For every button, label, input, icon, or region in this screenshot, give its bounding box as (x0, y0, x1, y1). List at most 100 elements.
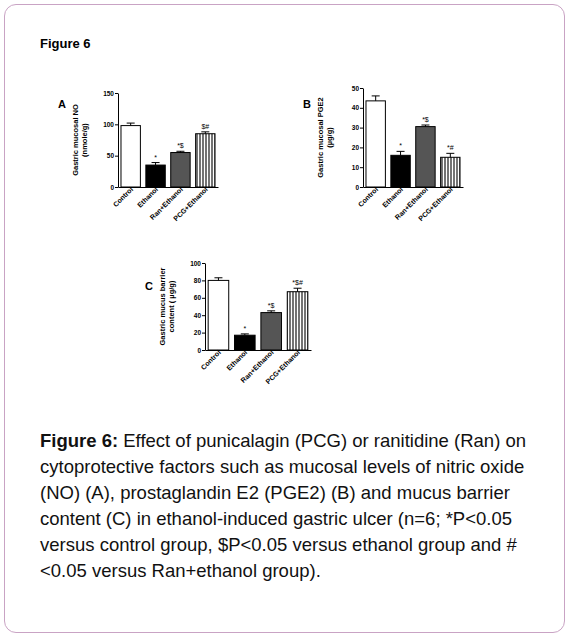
annotation: * (399, 142, 402, 149)
y-tick: 80 (194, 277, 205, 284)
annotation: * (243, 325, 246, 332)
panel-label: C (145, 280, 153, 292)
error-bar (294, 288, 302, 291)
y-tick: 40 (194, 312, 205, 319)
tick-label: Ethanol (225, 349, 248, 372)
y-axis: 0 50 100 150 (103, 90, 118, 191)
y-tick: 60 (194, 294, 205, 301)
tick-label: 50 (107, 152, 115, 159)
caption: Figure 6: Effect of punicalagin (PCG) or… (40, 428, 540, 584)
bar (235, 335, 256, 350)
y-tick: 40 (352, 104, 363, 111)
tick-label: 40 (194, 312, 202, 319)
x-axis: ControlEthanolRan+EthanolPCG+Ethanol (357, 186, 464, 223)
bar (391, 155, 410, 187)
y-tick: 20 (194, 329, 205, 336)
tick-label: 150 (103, 90, 114, 97)
annotation: *$ (422, 116, 429, 123)
tick-mark (202, 280, 205, 281)
error-bar (214, 278, 222, 281)
tick-mark (360, 88, 363, 89)
tick-mark (202, 298, 205, 299)
tick-label: Control (199, 349, 222, 372)
tick-mark (360, 147, 363, 148)
error-bar (152, 163, 160, 166)
tick-label: Control (112, 186, 135, 209)
tick-mark (115, 124, 118, 125)
x-tick: Control (357, 186, 380, 209)
caption-label: Figure 6: (40, 430, 118, 451)
tick-label: 60 (194, 294, 202, 301)
tick-label: 20 (352, 144, 360, 151)
bar (196, 134, 215, 187)
y-axis-title-line: Gastric mucosal NO (71, 104, 80, 176)
annotation: *$# (292, 279, 303, 286)
y-axis-title-line: content ( µg/g) (167, 280, 176, 332)
bar (121, 126, 140, 187)
tick-label: 50 (352, 85, 360, 92)
charts: **$$#050100150ControlEthanolRan+EthanolP… (0, 0, 571, 420)
x-tick: PCG+Ethanol (172, 186, 209, 223)
y-axis: 0 10 20 30 40 50 (352, 85, 364, 191)
tick-mark (360, 187, 363, 188)
y-axis-title: Gastric mucosal PGE2(µg/g) (316, 97, 334, 177)
plot-area (208, 278, 308, 350)
x-tick: Ethanol (225, 349, 248, 372)
tick-mark (202, 350, 205, 351)
panel-label: A (58, 98, 66, 110)
y-tick: 30 (352, 124, 363, 131)
error-bar (372, 96, 380, 101)
x-tick: Ethanol (136, 186, 159, 209)
caption-text: Effect of punicalagin (PCG) or ranitidin… (40, 430, 526, 581)
tick-label: PCG+Ethanol (172, 186, 209, 223)
y-axis-line (363, 89, 364, 188)
y-axis-line (118, 94, 119, 188)
y-axis-title: Gastric mucosal NO(nmole/g) (71, 104, 89, 176)
y-tick: 10 (352, 164, 363, 171)
y-axis-title-line: Gastric mucosal PGE2 (316, 97, 325, 177)
annotation: * (154, 154, 157, 161)
tick-label: PCG+Ethanol (264, 349, 301, 386)
x-tick: Control (112, 186, 135, 209)
bar (146, 165, 165, 187)
tick-label: 0 (355, 184, 359, 191)
error-bar (201, 132, 209, 134)
annotation: *# (447, 144, 454, 151)
tick-label: 80 (194, 277, 202, 284)
chart: * *$ *# 0 10 20 30 40 50 ControlEthanolRan+Ethano… (316, 85, 464, 223)
y-tick: 150 (103, 90, 118, 97)
y-tick: 0 (355, 184, 363, 191)
error-bar (421, 125, 429, 127)
plot-area (366, 96, 460, 187)
bar (287, 292, 308, 350)
y-axis-title-line: (µg/g) (325, 127, 334, 148)
x-tick: Control (199, 349, 222, 372)
y-tick: 0 (110, 184, 118, 191)
chart: **$*$#020406080100ControlEthanolRan+Etha… (158, 260, 312, 386)
tick-mark (202, 333, 205, 334)
y-axis-title-line: Gastric mucus barrier (158, 267, 167, 345)
error-bar (397, 151, 405, 155)
bar (366, 101, 385, 187)
tick-label: PCG+Ethanol (417, 186, 454, 223)
panel-label: B (303, 98, 311, 110)
tick-mark (202, 263, 205, 264)
y-tick: 50 (107, 152, 118, 159)
error-bar (127, 123, 135, 126)
y-axis-title-line: (nmole/g) (80, 123, 89, 157)
bar (441, 157, 460, 187)
plot-area (121, 123, 215, 187)
annotation: *$ (177, 142, 184, 149)
figure-label: Figure 6 (40, 36, 91, 51)
tick-label: 10 (352, 164, 360, 171)
y-tick: 20 (352, 144, 363, 151)
tick-label: 0 (197, 347, 201, 354)
error-bar (241, 334, 249, 335)
bar (261, 313, 282, 350)
error-bar (267, 311, 275, 313)
tick-label: 30 (352, 124, 360, 131)
tick-mark (115, 187, 118, 188)
y-axis-line (205, 264, 206, 351)
annotation: *$ (268, 302, 275, 309)
tick-label: 100 (103, 121, 114, 128)
